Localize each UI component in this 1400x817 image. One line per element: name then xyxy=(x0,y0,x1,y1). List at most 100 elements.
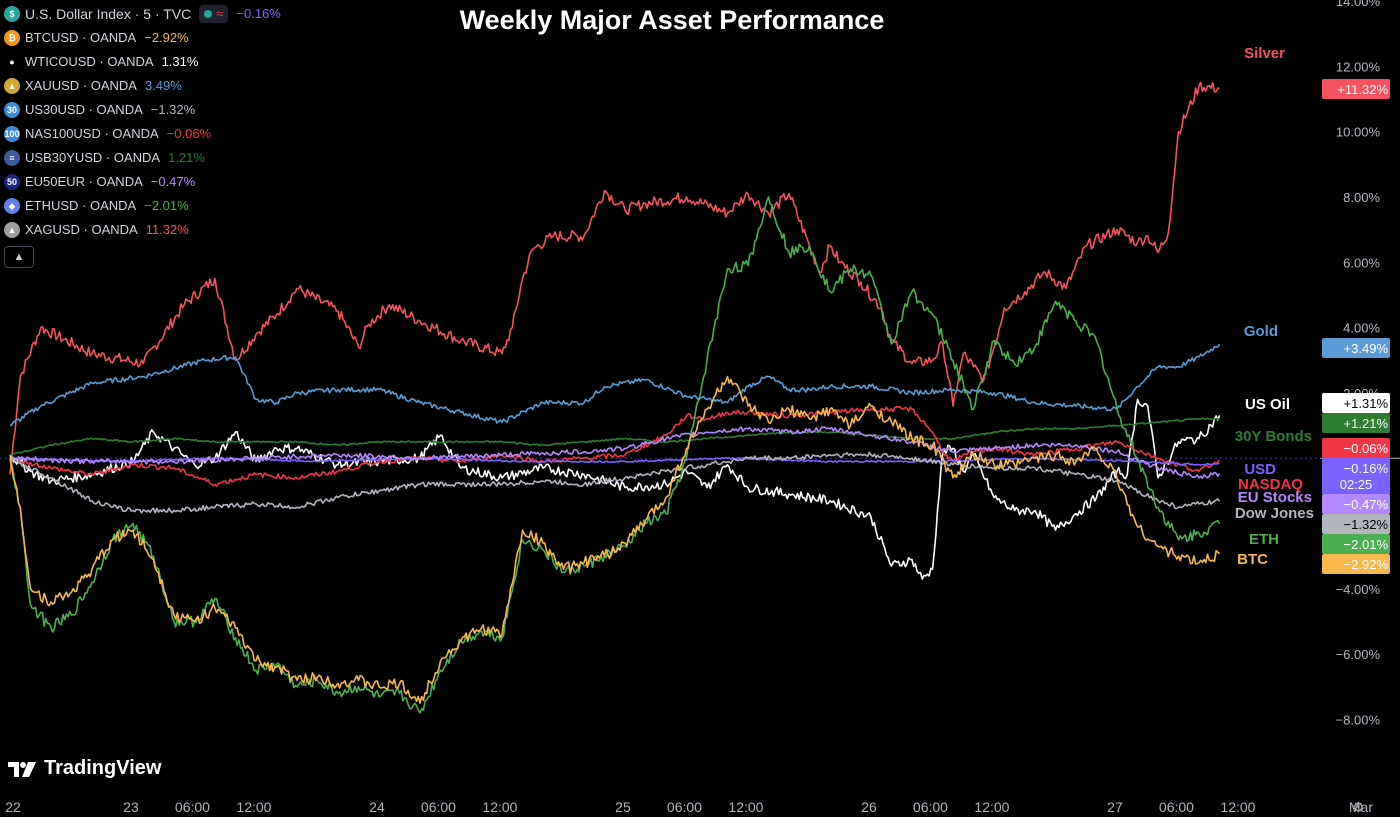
legend-item-value: −0.06% xyxy=(166,126,212,141)
series-value-badge xyxy=(1322,79,1390,99)
legend-item-name: USB30YUSD · OANDA xyxy=(25,150,161,165)
y-tick-label: 6.00% xyxy=(1343,255,1380,270)
legend-item[interactable]: ◆ ETHUSD · OANDA −2.01% xyxy=(4,194,281,218)
legend-item-value: −2.92% xyxy=(144,30,189,45)
series-value-badge xyxy=(1322,534,1390,554)
legend-item-name: EU50EUR · OANDA xyxy=(25,174,143,189)
x-tick-label: 22 xyxy=(5,799,21,815)
series-value-badge xyxy=(1322,393,1390,413)
y-tick-label: 4.00% xyxy=(1343,321,1380,336)
legend-item-name: ETHUSD · OANDA xyxy=(25,198,137,213)
x-tick-label: 25 xyxy=(615,799,631,815)
legend-item-name: WTICOUSD · OANDA xyxy=(25,54,154,69)
legend-item-value: 1.31% xyxy=(161,54,199,69)
series-line-silver xyxy=(9,81,1220,475)
legend-item[interactable]: ● WTICOUSD · OANDA 1.31% xyxy=(4,50,281,74)
x-tick-label: 06:00 xyxy=(175,799,210,815)
series-value-badge-text: −1.32% xyxy=(1344,517,1389,532)
series-value-badge-text: +1.31% xyxy=(1344,396,1389,411)
legend: $ U.S. Dollar Index · 5 · TVC ≈ −0.16% ₿… xyxy=(4,2,281,268)
x-tick-label: 06:00 xyxy=(421,799,456,815)
series-value-badge xyxy=(1322,554,1390,574)
legend-item-value: 1.21% xyxy=(168,150,205,165)
y-tick-label: 12.00% xyxy=(1336,59,1381,74)
x-tick-label: 27 xyxy=(1107,799,1123,815)
legend-item[interactable]: 100 NAS100USD · OANDA −0.06% xyxy=(4,122,281,146)
x-tick-label: 06:00 xyxy=(1159,799,1194,815)
legend-item-name: XAGUSD · OANDA xyxy=(25,222,138,237)
y-tick-label: −6.00% xyxy=(1336,647,1381,662)
legend-item-icon: 50 xyxy=(4,174,20,190)
chart-title: Weekly Major Asset Performance xyxy=(459,5,885,35)
legend-item[interactable]: 30 US30USD · OANDA −1.32% xyxy=(4,98,281,122)
series-value-badge-text: −0.16% xyxy=(1344,461,1389,476)
legend-item-name: NAS100USD · OANDA xyxy=(25,126,159,141)
series-label: 30Y Bonds xyxy=(1235,428,1312,445)
x-tick-label: Mar xyxy=(1349,799,1373,815)
legend-item[interactable]: ≡ USB30YUSD · OANDA 1.21% xyxy=(4,146,281,170)
x-tick-label: 23 xyxy=(123,799,139,815)
legend-item-value: −2.01% xyxy=(144,198,189,213)
legend-item-icon: ₿ xyxy=(4,30,20,46)
series-line-btc xyxy=(9,375,1221,704)
legend-main-name: U.S. Dollar Index · 5 · TVC xyxy=(25,6,192,22)
series-label: USD xyxy=(1244,461,1276,478)
series-value-badge-text: −0.47% xyxy=(1344,497,1389,512)
legend-item-name: XAUUSD · OANDA xyxy=(25,78,137,93)
tradingview-logo: TradingView xyxy=(8,757,161,780)
chevron-up-icon[interactable]: ▲ xyxy=(4,246,34,268)
series-line-30y-bonds xyxy=(9,417,1220,456)
legend-item[interactable]: ▲ XAUUSD · OANDA 3.49% xyxy=(4,74,281,98)
x-tick-label: 06:00 xyxy=(667,799,702,815)
y-tick-label: 10.00% xyxy=(1336,125,1381,140)
legend-item-name: BTCUSD · OANDA xyxy=(25,30,137,45)
series-value-badge-text: −2.92% xyxy=(1344,557,1389,572)
settings-gear-icon[interactable]: ⚙ xyxy=(1352,799,1365,815)
legend-items: ₿ BTCUSD · OANDA −2.92% ● WTICOUSD · OANDA 1.… xyxy=(4,26,281,242)
legend-item-value: 3.49% xyxy=(144,78,182,93)
series-value-badge-text: −0.06% xyxy=(1344,441,1389,456)
series-line-us-oil xyxy=(9,398,1221,580)
series-label: Dow Jones xyxy=(1235,505,1314,522)
dollar-icon: $ xyxy=(4,6,20,22)
series-line-eu-stocks xyxy=(9,426,1221,480)
series-label: ETH xyxy=(1249,531,1279,548)
legend-item[interactable]: ₿ BTCUSD · OANDA −2.92% xyxy=(4,26,281,50)
series-label: NASDAQ xyxy=(1238,476,1303,493)
series-label: BTC xyxy=(1237,551,1268,568)
legend-item[interactable]: 50 EU50EUR · OANDA −0.47% xyxy=(4,170,281,194)
series-value-badge-text: −2.01% xyxy=(1344,537,1389,552)
series-value-badge-text: +11.32% xyxy=(1337,82,1388,97)
y-tick-label: −8.00% xyxy=(1336,712,1381,727)
series-value-badge-text: +1.21% xyxy=(1344,416,1389,431)
legend-item-name: US30USD · OANDA xyxy=(25,102,143,117)
legend-item-icon: ▲ xyxy=(4,78,20,94)
series-value-badge xyxy=(1322,413,1390,433)
status-pill[interactable]: ≈ xyxy=(199,5,229,23)
series-value-badge xyxy=(1322,338,1390,358)
series-value-badge xyxy=(1322,438,1390,458)
y-tick-label: −4.00% xyxy=(1336,582,1381,597)
series-label: Silver xyxy=(1244,45,1285,62)
legend-item-icon: ◆ xyxy=(4,198,20,214)
series-label: US Oil xyxy=(1245,396,1290,413)
x-tick-label: 12:00 xyxy=(1220,799,1255,815)
countdown-badge xyxy=(1322,474,1390,494)
legend-main-row[interactable]: $ U.S. Dollar Index · 5 · TVC ≈ −0.16% xyxy=(4,2,281,26)
series-label: EU Stocks xyxy=(1238,489,1312,506)
x-tick-label: 26 xyxy=(861,799,877,815)
tradingview-logo-text: TradingView xyxy=(44,757,162,779)
x-tick-label: 12:00 xyxy=(728,799,763,815)
series-value-badge xyxy=(1322,458,1390,478)
legend-item-icon: ≡ xyxy=(4,150,20,166)
x-tick-label: 12:00 xyxy=(482,799,517,815)
legend-item[interactable]: ▲ XAGUSD · OANDA 11.32% xyxy=(4,218,281,242)
countdown-text: 02:25 xyxy=(1340,477,1373,492)
tradingview-logo-icon xyxy=(8,761,36,777)
legend-item-value: −0.47% xyxy=(150,174,196,189)
series-line-nasdaq xyxy=(9,405,1221,487)
x-tick-label: 12:00 xyxy=(974,799,1009,815)
legend-item-icon: ▲ xyxy=(4,222,20,238)
series-line-gold xyxy=(9,343,1221,427)
x-tick-label: 24 xyxy=(369,799,385,815)
